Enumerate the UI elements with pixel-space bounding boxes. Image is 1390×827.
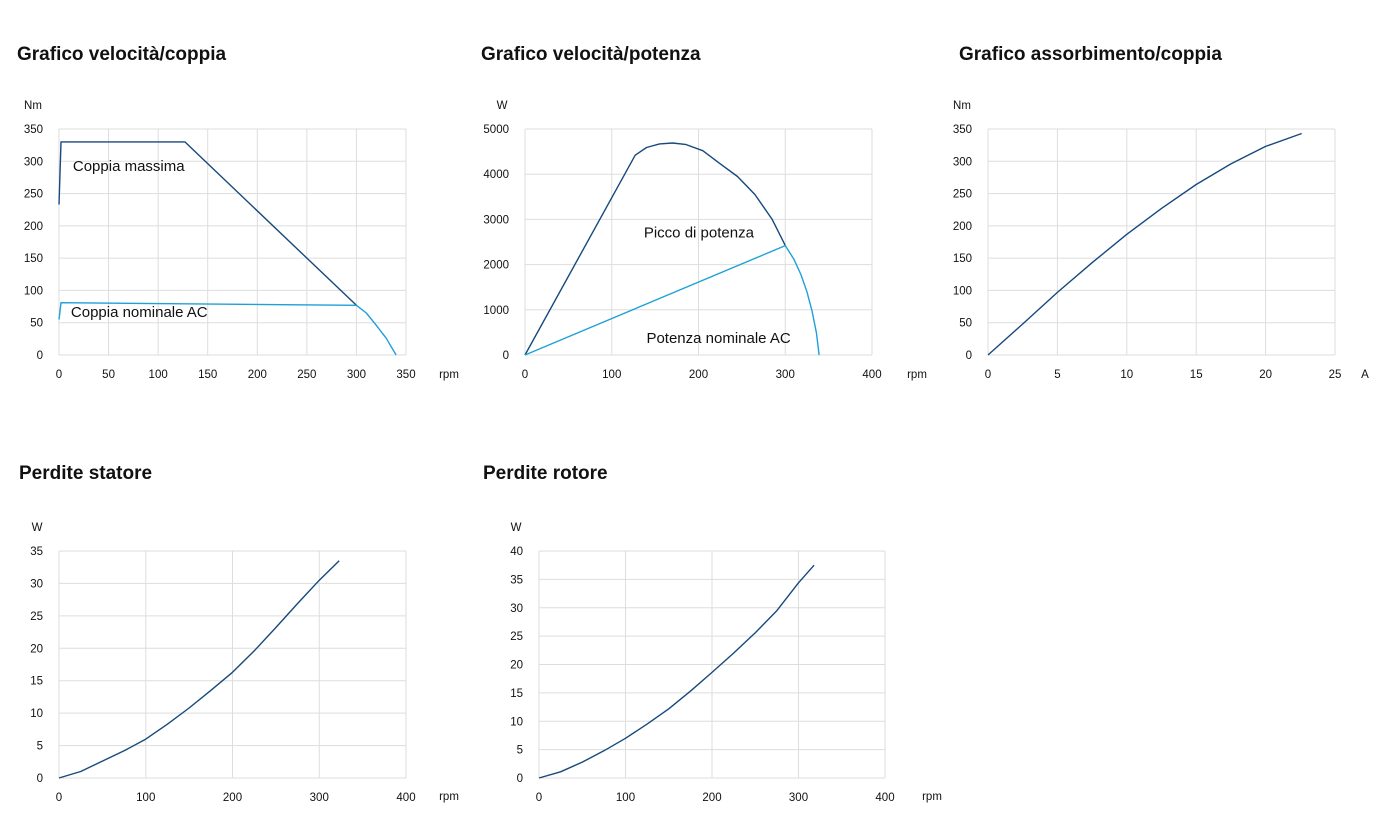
y-tick-label: 5 bbox=[517, 745, 523, 757]
x-tick-label: 300 bbox=[789, 792, 808, 804]
x-tick-label: 0 bbox=[56, 369, 62, 381]
annotation-label: Picco di potenza bbox=[644, 224, 755, 241]
y-tick-label: 30 bbox=[510, 603, 523, 615]
y-axis-label: W bbox=[497, 100, 508, 112]
y-tick-label: 100 bbox=[24, 285, 43, 297]
x-tick-label: 0 bbox=[56, 792, 62, 804]
series-line-1 bbox=[58, 560, 340, 779]
x-tick-label: 400 bbox=[396, 792, 415, 804]
y-axis-label: Nm bbox=[953, 100, 971, 112]
y-tick-label: 200 bbox=[24, 221, 43, 233]
y-tick-label: 30 bbox=[30, 578, 43, 590]
x-axis-label: rpm bbox=[439, 369, 459, 381]
y-tick-label: 40 bbox=[510, 546, 523, 558]
y-tick-label: 3000 bbox=[483, 214, 509, 226]
chart-title: Grafico velocità/potenza bbox=[481, 44, 701, 65]
series-line-1 bbox=[58, 141, 357, 306]
y-tick-label: 150 bbox=[24, 253, 43, 265]
chart-title: Grafico velocità/coppia bbox=[17, 44, 227, 65]
x-tick-label: 400 bbox=[875, 792, 894, 804]
x-tick-label: 100 bbox=[136, 792, 155, 804]
x-tick-label: 400 bbox=[862, 369, 881, 381]
series-line-1 bbox=[987, 132, 1302, 356]
y-tick-label: 20 bbox=[30, 643, 43, 655]
y-tick-label: 25 bbox=[510, 631, 523, 643]
y-axis-label: Nm bbox=[24, 100, 42, 112]
x-tick-label: 0 bbox=[522, 369, 528, 381]
y-tick-label: 20 bbox=[510, 660, 523, 672]
chart-speed-torque: 0 50 100 150 200 250 300 350 0 50 100 150 200 250 300 3… bbox=[24, 100, 459, 381]
y-tick-label: 0 bbox=[517, 773, 523, 785]
x-axis-label: rpm bbox=[439, 791, 459, 803]
y-tick-label: 10 bbox=[30, 708, 43, 720]
y-tick-label: 5000 bbox=[483, 124, 509, 136]
y-tick-label: 15 bbox=[30, 676, 43, 688]
series-line-2 bbox=[524, 244, 820, 356]
x-axis-label: rpm bbox=[907, 369, 927, 381]
y-tick-label: 0 bbox=[966, 350, 972, 362]
x-tick-label: 300 bbox=[776, 369, 795, 381]
x-tick-label: 0 bbox=[985, 369, 991, 381]
x-tick-label: 20 bbox=[1259, 369, 1272, 381]
x-tick-label: 250 bbox=[297, 369, 316, 381]
y-tick-label: 35 bbox=[510, 574, 523, 586]
y-tick-label: 200 bbox=[953, 221, 972, 233]
x-tick-label: 200 bbox=[223, 792, 242, 804]
y-tick-label: 1000 bbox=[483, 305, 509, 317]
x-axis-label: A bbox=[1361, 369, 1369, 381]
y-tick-label: 100 bbox=[953, 285, 972, 297]
y-tick-label: 10 bbox=[510, 716, 523, 728]
x-tick-label: 200 bbox=[689, 369, 708, 381]
x-tick-label: 100 bbox=[149, 369, 168, 381]
y-tick-label: 50 bbox=[30, 318, 43, 330]
chart-title: Grafico assorbimento/coppia bbox=[959, 44, 1222, 65]
chart-title: Perdite rotore bbox=[483, 463, 608, 484]
y-tick-label: 4000 bbox=[483, 169, 509, 181]
y-tick-label: 300 bbox=[24, 156, 43, 168]
y-tick-label: 5 bbox=[37, 741, 43, 753]
x-tick-label: 15 bbox=[1190, 369, 1203, 381]
x-tick-label: 50 bbox=[102, 369, 115, 381]
series-line-1 bbox=[524, 142, 786, 356]
x-axis-label: rpm bbox=[922, 791, 942, 803]
x-tick-label: 300 bbox=[347, 369, 366, 381]
y-tick-label: 35 bbox=[30, 546, 43, 558]
y-tick-label: 250 bbox=[953, 189, 972, 201]
x-tick-label: 100 bbox=[602, 369, 621, 381]
x-tick-label: 25 bbox=[1329, 369, 1342, 381]
annotation-label: Potenza nominale AC bbox=[646, 330, 790, 347]
x-tick-label: 300 bbox=[310, 792, 329, 804]
annotation-label: Coppia massima bbox=[73, 158, 185, 175]
chart-speed-power: 0 100 200 300 400010002000300040005000WrpmPi… bbox=[483, 100, 927, 381]
y-tick-label: 150 bbox=[953, 253, 972, 265]
series-line-2 bbox=[58, 302, 397, 356]
y-axis-label: W bbox=[511, 522, 522, 534]
y-tick-label: 50 bbox=[959, 318, 972, 330]
y-tick-label: 350 bbox=[953, 124, 972, 136]
x-tick-label: 200 bbox=[702, 792, 721, 804]
x-tick-label: 350 bbox=[396, 369, 415, 381]
y-axis-label: W bbox=[32, 522, 43, 534]
x-tick-label: 150 bbox=[198, 369, 217, 381]
y-tick-label: 300 bbox=[953, 156, 972, 168]
y-tick-label: 350 bbox=[24, 124, 43, 136]
x-tick-label: 200 bbox=[248, 369, 267, 381]
chart-title: Perdite statore bbox=[19, 463, 153, 484]
y-tick-label: 0 bbox=[37, 350, 43, 362]
y-tick-label: 15 bbox=[510, 688, 523, 700]
y-tick-label: 250 bbox=[24, 189, 43, 201]
y-tick-label: 0 bbox=[37, 773, 43, 785]
x-tick-label: 5 bbox=[1054, 369, 1060, 381]
annotation-label: Coppia nominale AC bbox=[71, 304, 208, 321]
x-tick-label: 10 bbox=[1120, 369, 1133, 381]
series-line-1 bbox=[538, 564, 815, 779]
y-tick-label: 25 bbox=[30, 611, 43, 623]
x-tick-label: 100 bbox=[616, 792, 635, 804]
x-tick-label: 0 bbox=[536, 792, 542, 804]
y-tick-label: 2000 bbox=[483, 260, 509, 272]
y-tick-label: 0 bbox=[503, 350, 509, 362]
